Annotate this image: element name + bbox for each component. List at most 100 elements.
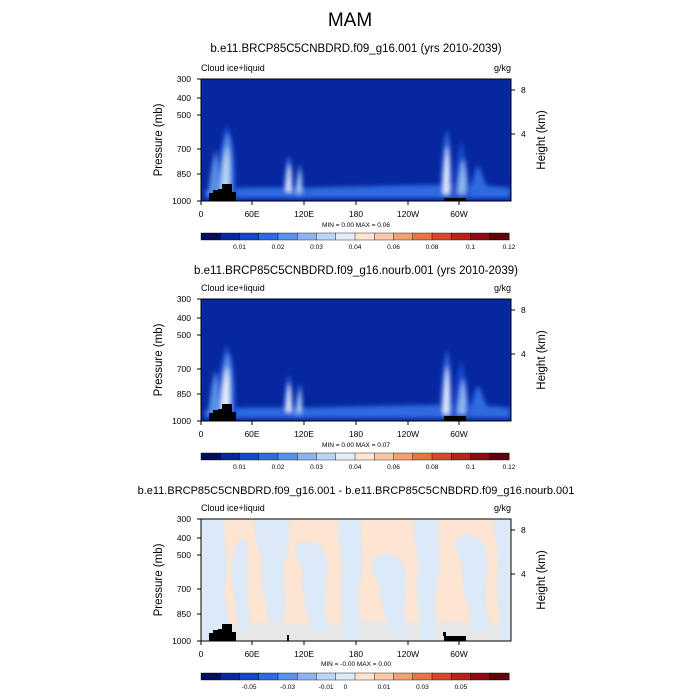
colorbar-box: [489, 672, 510, 681]
colorbar-box: [354, 672, 375, 681]
panel-2-height-tick-4: 4: [521, 349, 526, 359]
colorbar-box: [239, 232, 260, 241]
panel-3-colorbar: -0.05 -0.03 -0.01 0 0.01 0.03 0.05: [200, 672, 510, 691]
panel-1-xtick-120e: 120E: [294, 209, 314, 219]
panel-2-boundary-cloud: [205, 404, 510, 418]
panel-1-topography: [209, 184, 236, 201]
panel-2-plume-40w: [470, 385, 490, 416]
panel-1-height-tick-4: 4: [521, 129, 526, 139]
colorbar-box: [277, 232, 298, 241]
panel-1-plume-50w-core: [457, 158, 467, 194]
colorbar-box: [239, 672, 260, 681]
colorbar-box: [277, 672, 298, 681]
panel-3-topography-small: [287, 635, 289, 641]
panel-2-plume-65w-core: [443, 365, 450, 414]
colorbar-label: 0.1: [466, 244, 475, 251]
colorbar-box: [200, 452, 221, 461]
panel-1-ytick-1000: 1000: [172, 196, 191, 206]
panel-1-plume-20e: [208, 150, 219, 196]
panel-2-variable-label: Cloud ice+liquid: [201, 283, 265, 293]
colorbar-label: -0.01: [319, 684, 334, 691]
panel-2-height-tick-8: 8: [521, 305, 526, 315]
panel-3-variable-label: Cloud ice+liquid: [201, 503, 265, 513]
colorbar-label: 0.12: [503, 464, 516, 471]
panel-3-neg-region-west: [201, 519, 229, 641]
panel-3-topography: [209, 624, 236, 641]
colorbar-box: [335, 232, 356, 241]
panel-1-plume-40w: [470, 165, 490, 196]
panel-1-xtick-60w: 60W: [450, 209, 467, 219]
colorbar-label: 0.02: [272, 464, 285, 471]
colorbar-box: [316, 452, 337, 461]
panel-3-xtick-120e: 120E: [294, 649, 314, 659]
panel-2-title: b.e11.BRCP85C5CNBDRD.f09_g16.nourb.001 (…: [194, 265, 518, 277]
colorbar-box: [316, 672, 337, 681]
colorbar-label: 0.01: [233, 244, 246, 251]
colorbar-label: 0.12: [503, 244, 516, 251]
panel-2-ytick-500: 500: [177, 330, 191, 340]
panel-3-negative-regions: [201, 519, 511, 641]
panel-3: b.e11.BRCP85C5CNBDRD.f09_g16.001 - b.e11…: [138, 485, 575, 691]
panel-1: b.e11.BRCP85C5CNBDRD.f09_g16.001 (yrs 20…: [153, 43, 548, 251]
panel-3-ylabel-right: Height (km): [536, 550, 548, 610]
colorbar-box: [220, 452, 240, 461]
panel-2-xtick-0: 0: [199, 429, 204, 439]
panel-1-boundary-cloud: [205, 184, 510, 198]
panel-3-ytick-700: 700: [177, 584, 191, 594]
panel-1-variable-label: Cloud ice+liquid: [201, 63, 265, 73]
colorbar-box: [220, 672, 240, 681]
colorbar-label: 0.06: [387, 244, 400, 251]
panel-2-xtick-120e: 120E: [294, 429, 314, 439]
panel-1-xticks: 0 60E 120E 180 120W 60W: [199, 209, 468, 219]
panel-2-topography: [209, 404, 236, 421]
panel-1-topography-andes: [444, 198, 466, 201]
panel-1-yticks-right: 8 4: [521, 85, 526, 139]
colorbar-box: [412, 452, 433, 461]
panel-3-ytick-500: 500: [177, 550, 191, 560]
panel-3-ytick-400: 400: [177, 533, 191, 543]
colorbar-box: [451, 672, 471, 681]
colorbar-box: [393, 232, 414, 241]
colorbar-box: [297, 232, 317, 241]
colorbar-label: 0.03: [310, 244, 323, 251]
panel-2-units-label: g/kg: [494, 283, 511, 293]
colorbar-label: 0.08: [426, 464, 439, 471]
panel-3-topography-andes: [444, 636, 466, 641]
panel-2-xticks: 0 60E 120E 180 120W 60W: [199, 429, 468, 439]
colorbar-box: [200, 232, 221, 241]
panel-3-ylabel: Pressure (mb): [153, 543, 165, 616]
colorbar-box: [335, 452, 356, 461]
colorbar-label: -0.05: [242, 684, 257, 691]
colorbar-box: [470, 452, 491, 461]
colorbar-label: 0.02: [272, 244, 285, 251]
panel-1-plume-105e-core: [286, 163, 291, 192]
panel-3-neg-region-60w: [455, 534, 490, 630]
colorbar-label: 0.1: [466, 464, 475, 471]
panel-2-ytick-1000: 1000: [172, 416, 191, 426]
panel-1-plume-65w-core: [443, 145, 450, 194]
colorbar-box: [431, 672, 452, 681]
colorbar-box: [470, 232, 491, 241]
colorbar-label: 0.03: [416, 684, 429, 691]
colorbar-box: [258, 672, 279, 681]
colorbar-box: [200, 672, 221, 681]
panel-3-title: b.e11.BRCP85C5CNBDRD.f09_g16.001 - b.e11…: [138, 485, 575, 497]
panel-1-title: b.e11.BRCP85C5CNBDRD.f09_g16.001 (yrs 20…: [210, 43, 501, 55]
panel-2-plume-115e-core: [297, 391, 301, 412]
panel-3-yticks: 300 400 500 700 850 1000: [172, 514, 191, 646]
colorbar-box: [258, 232, 279, 241]
panel-2-stats: MIN = 0.00 MAX = 0.07: [322, 442, 390, 449]
panel-1-units-label: g/kg: [494, 63, 511, 73]
panel-3-height-tick-8: 8: [521, 525, 526, 535]
colorbar-box: [297, 452, 317, 461]
panel-2-plume-20e: [208, 370, 219, 416]
colorbar-box: [354, 232, 375, 241]
panel-3-xticks: 0 60E 120E 180 120W 60W: [199, 649, 468, 659]
panel-1-plot-area: [201, 79, 511, 201]
panel-2-features: [205, 344, 510, 418]
panel-3-neg-region-dateline: [337, 519, 363, 641]
panel-2-xtick-180: 180: [349, 429, 363, 439]
panel-3-xtick-60w: 60W: [450, 649, 467, 659]
panel-2-ytick-300: 300: [177, 294, 191, 304]
panel-3-neg-region-pacific-w: [295, 541, 328, 632]
